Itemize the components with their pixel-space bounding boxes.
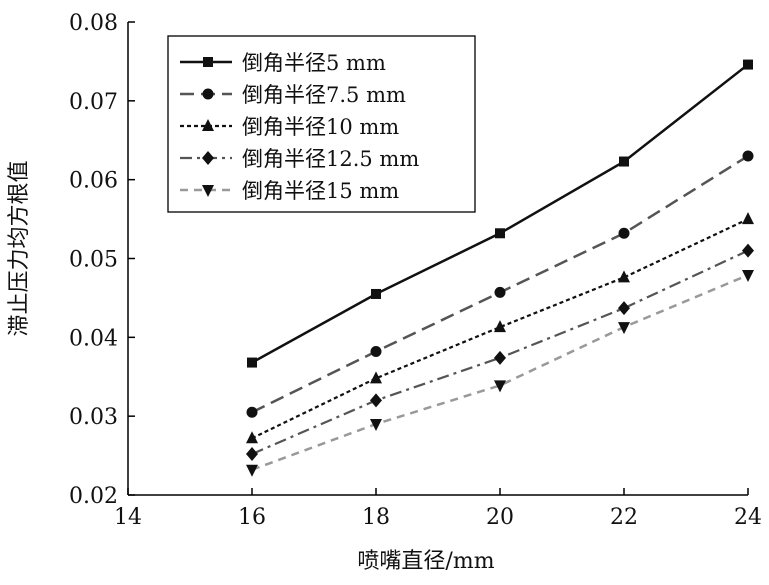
data-point [371, 288, 381, 299]
legend-swatch-marker [203, 57, 213, 67]
data-point [618, 270, 630, 283]
data-point [742, 212, 754, 225]
data-point [618, 227, 630, 239]
data-point [742, 270, 754, 283]
x-tick-label: 16 [238, 505, 266, 530]
legend-swatch-marker [202, 88, 214, 100]
y-axis-title: 滞止压力均方根值 [7, 160, 32, 336]
data-point [742, 150, 754, 162]
y-tick-label: 0.06 [69, 169, 118, 194]
legend-item-4: 倒角半径12.5 mm [180, 147, 419, 171]
legend-label: 倒角半径15 mm [242, 179, 399, 203]
legend-label: 倒角半径5 mm [242, 51, 386, 75]
legend-label: 倒角半径12.5 mm [242, 147, 419, 171]
series-2 [246, 150, 754, 418]
legend: 倒角半径5 mm 倒角半径7.5 mm 倒角半径10 mm 倒角半径12.5 mm 倒角… [167, 35, 476, 213]
data-point [495, 228, 505, 239]
data-point [246, 431, 258, 444]
x-tick-label: 18 [362, 505, 390, 530]
y-tick-label: 0.03 [69, 405, 118, 430]
data-point [742, 243, 754, 258]
x-tick-label: 24 [734, 505, 762, 530]
y-tick-label: 0.02 [69, 484, 118, 509]
legend-box [167, 35, 476, 213]
data-point [494, 380, 506, 393]
x-axis-title: 喷嘴直径/mm [357, 549, 494, 574]
data-point [370, 371, 382, 384]
x-tick-label: 14 [114, 505, 142, 530]
legend-swatch-marker [202, 119, 214, 131]
legend-swatch-marker [202, 151, 214, 165]
data-point [370, 393, 382, 408]
data-point [246, 464, 258, 477]
legend-item-5: 倒角半径15 mm [180, 179, 399, 203]
data-point [246, 406, 258, 418]
legend-item-1: 倒角半径5 mm [180, 51, 386, 75]
series-4 [246, 243, 754, 462]
legend-item-2: 倒角半径7.5 mm [180, 83, 406, 107]
data-point [619, 156, 629, 167]
x-tick-label: 20 [486, 505, 514, 530]
legend-swatch-marker [202, 185, 214, 197]
legend-label: 倒角半径7.5 mm [242, 83, 406, 107]
y-tick-label: 0.05 [69, 248, 118, 273]
data-point [494, 286, 506, 298]
data-point [494, 320, 506, 333]
legend-item-3: 倒角半径10 mm [180, 115, 399, 139]
y-tick-label: 0.04 [69, 326, 118, 351]
data-point [370, 346, 382, 358]
data-point [246, 447, 258, 462]
y-tick-label: 0.07 [69, 90, 118, 115]
axes: 0.02 0.03 0.04 0.05 0.06 0.07 0.08 14 16 18 20 22 24 [69, 11, 762, 530]
data-point [370, 419, 382, 432]
series-1 [247, 59, 753, 368]
data-point [247, 357, 257, 368]
y-tick-label: 0.08 [69, 11, 118, 36]
series-layer [246, 59, 754, 477]
data-point [743, 59, 753, 70]
data-point [494, 350, 506, 365]
series-line [251, 218, 749, 440]
series-5 [246, 270, 754, 477]
data-point [618, 322, 630, 335]
series-3 [246, 212, 754, 444]
legend-label: 倒角半径10 mm [242, 115, 399, 139]
data-point [618, 301, 630, 316]
x-tick-label: 22 [610, 505, 638, 530]
series-line [251, 273, 749, 471]
